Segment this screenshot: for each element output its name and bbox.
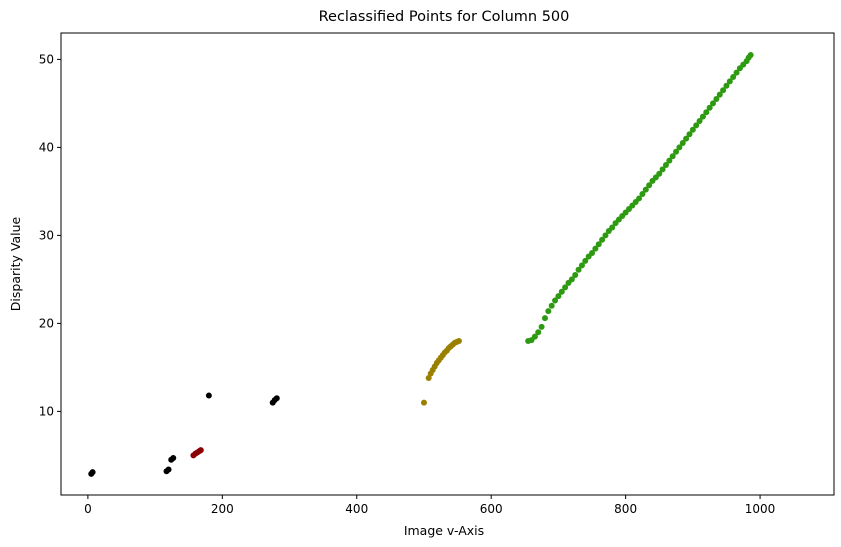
data-point [609, 224, 616, 231]
data-point [420, 399, 427, 406]
data-point [659, 166, 666, 173]
data-point [646, 182, 653, 189]
data-point [538, 323, 545, 330]
data-point [170, 455, 177, 462]
data-point [572, 272, 579, 278]
data-point [706, 104, 713, 111]
data-point [689, 126, 696, 133]
data-point [720, 87, 727, 94]
data-point [531, 333, 538, 340]
data-point [599, 236, 606, 243]
data-point [273, 395, 280, 402]
x-axis-label: Image v-Axis [404, 523, 484, 538]
x-axis-ticks: 0 200 400 600 800 1000 [84, 495, 775, 516]
data-point [555, 293, 562, 300]
data-point [703, 109, 710, 116]
y-tick-label: 40 [39, 140, 54, 154]
data-point [726, 78, 733, 85]
data-point [578, 262, 585, 269]
data-point [602, 232, 609, 239]
data-point [666, 157, 673, 164]
data-point [733, 69, 740, 76]
data-point [455, 338, 462, 344]
x-tick-label: 800 [614, 502, 637, 516]
y-axis-label: Disparity Value [8, 216, 23, 311]
x-tick-label: 400 [345, 502, 368, 516]
y-tick-label: 30 [39, 228, 54, 242]
data-point [589, 250, 596, 256]
data-point [562, 284, 569, 291]
y-tick-label: 20 [39, 316, 54, 330]
data-point [89, 469, 96, 476]
data-point [636, 195, 643, 202]
data-point [582, 257, 589, 264]
data-point [713, 96, 720, 102]
data-point [679, 140, 686, 146]
x-tick-label: 1000 [745, 502, 776, 516]
data-point [639, 191, 646, 198]
data-point [205, 392, 212, 399]
y-tick-label: 10 [39, 404, 54, 418]
data-point [592, 245, 599, 252]
data-point [545, 308, 552, 315]
data-point [673, 148, 680, 155]
data-point [683, 135, 690, 142]
data-point [686, 131, 693, 138]
data-point [693, 122, 700, 129]
chart-title: Reclassified Points for Column 500 [319, 9, 570, 25]
data-point [669, 153, 676, 160]
data-point [541, 315, 548, 322]
data-point [723, 82, 730, 89]
data-point [548, 302, 555, 309]
data-point [656, 170, 663, 177]
data-point [197, 447, 204, 454]
data-point [730, 74, 737, 80]
data-point [568, 276, 575, 283]
data-point [676, 144, 683, 151]
x-tick-label: 600 [480, 502, 503, 516]
y-tick-label: 50 [39, 52, 54, 66]
plot-frame [60, 32, 835, 496]
data-point [575, 266, 582, 273]
data-point [165, 466, 172, 473]
data-point [552, 297, 559, 304]
data-point [595, 241, 602, 248]
x-tick-label: 0 [84, 502, 92, 516]
data-point [535, 329, 542, 336]
data-points [88, 52, 754, 477]
data-point [699, 113, 706, 120]
data-point [662, 162, 669, 168]
data-point [747, 52, 754, 58]
data-point [696, 118, 703, 124]
data-point [710, 100, 717, 107]
data-point [642, 186, 649, 193]
y-axis-ticks: 10 20 30 40 50 [39, 52, 61, 418]
x-tick-label: 200 [211, 502, 234, 516]
data-point [558, 288, 565, 295]
data-point [716, 91, 723, 98]
